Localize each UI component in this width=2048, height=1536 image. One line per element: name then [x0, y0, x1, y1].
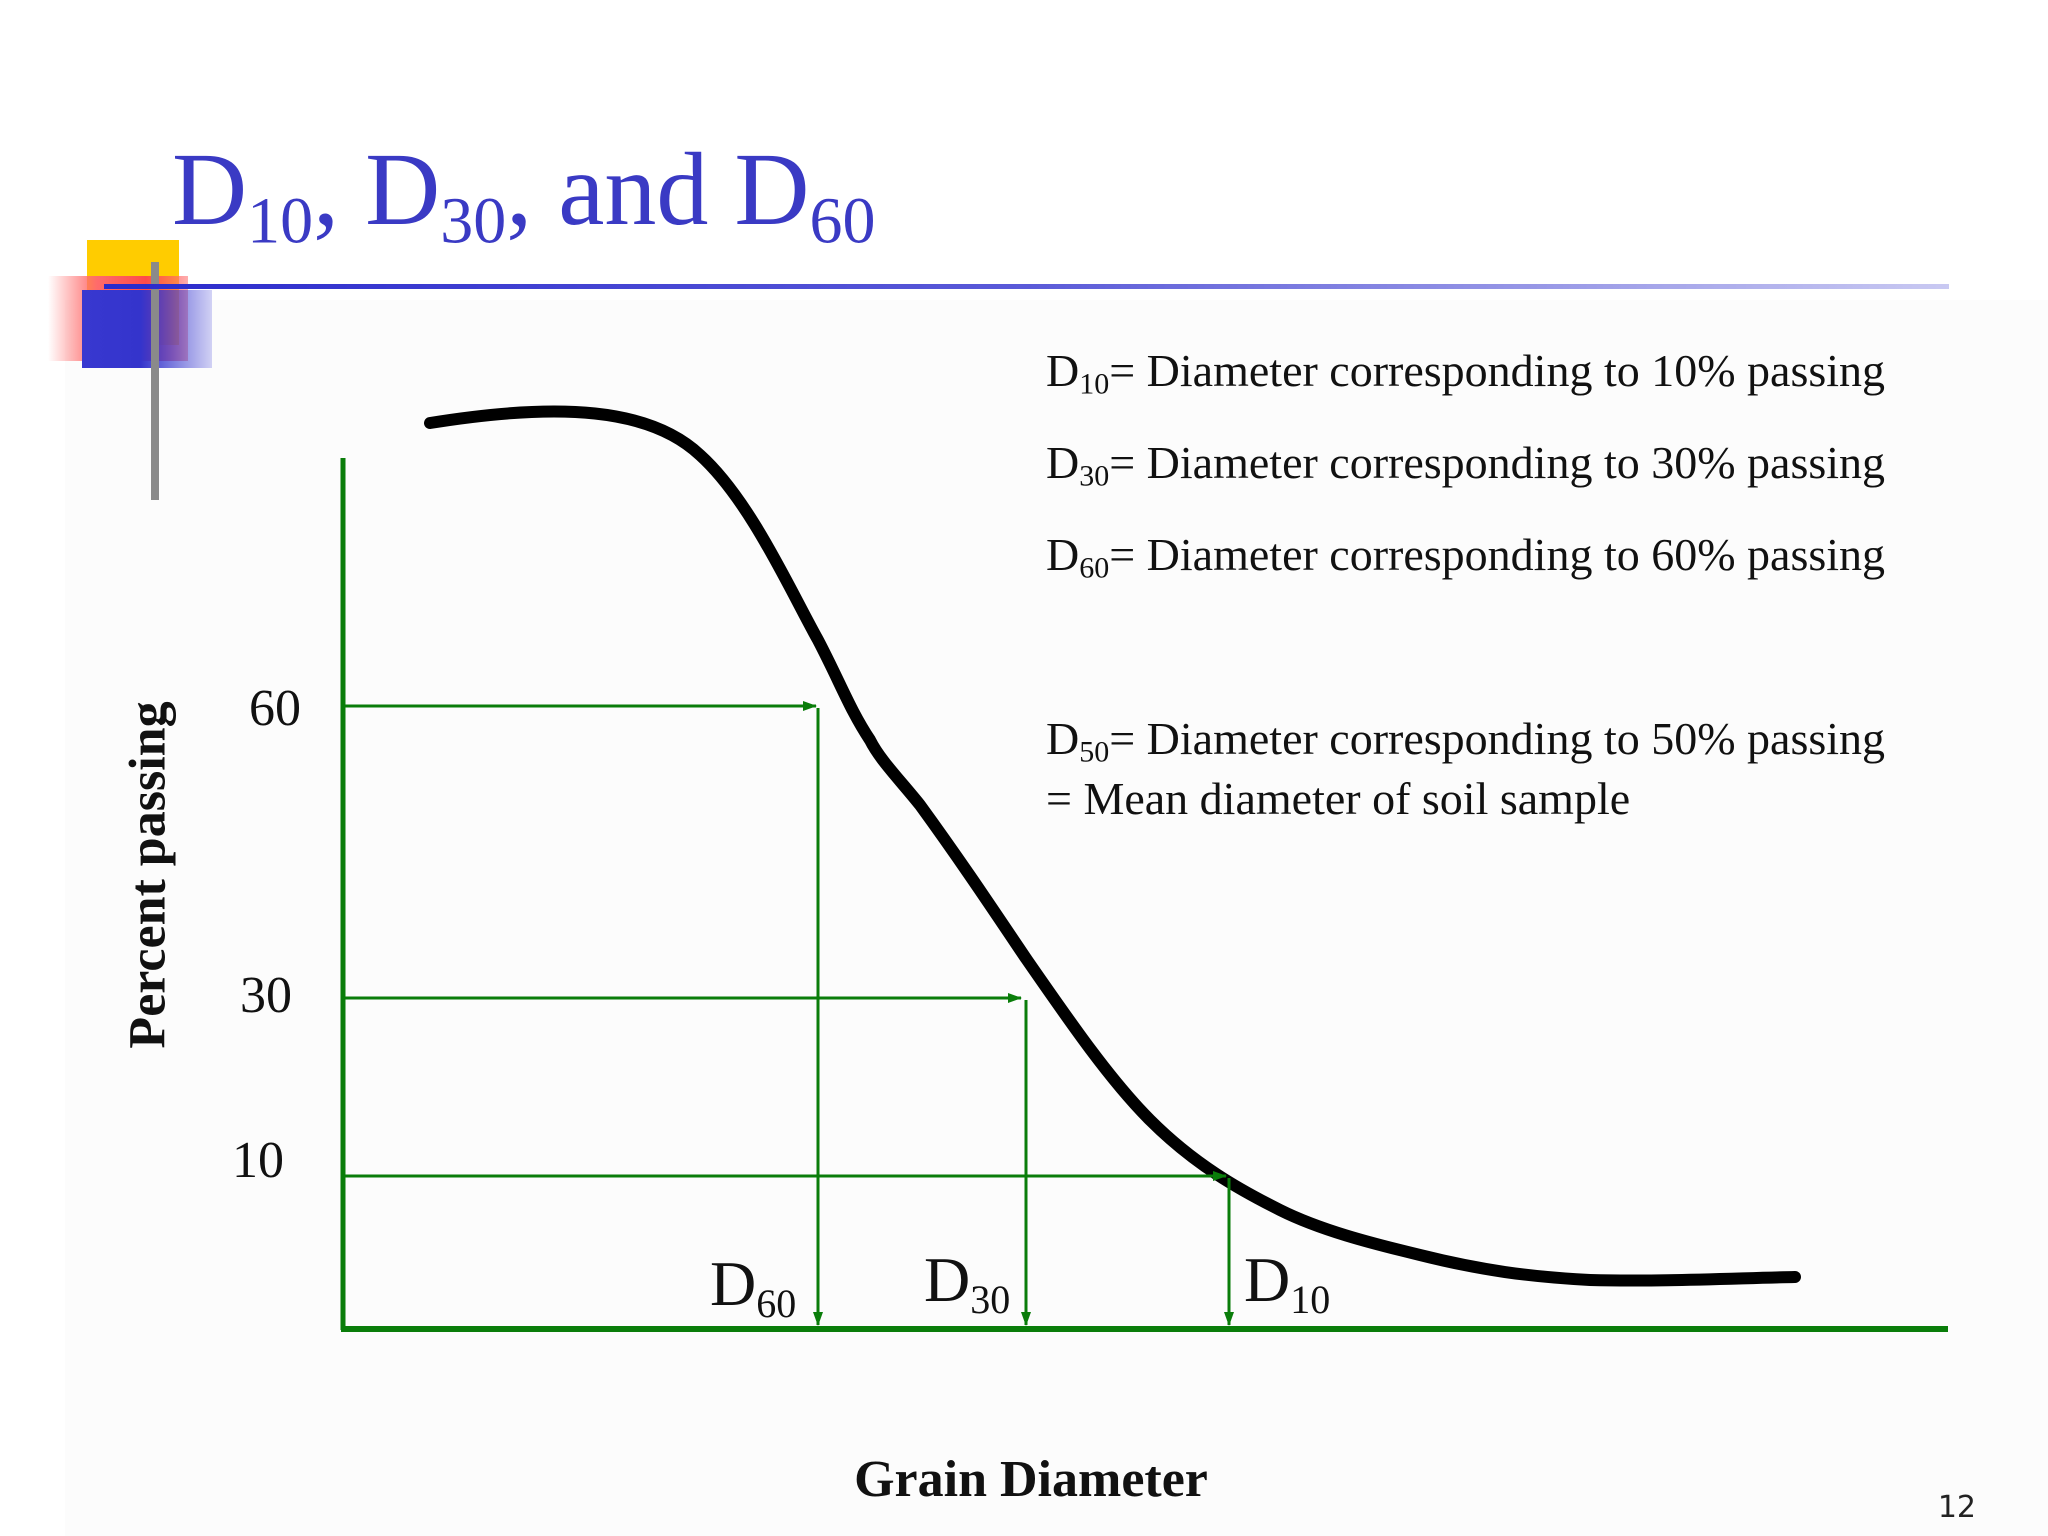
marker-d30: D30	[924, 1248, 1010, 1320]
definition-letter: D	[1046, 345, 1080, 396]
marker-subscript: 10	[1290, 1277, 1331, 1322]
title-sub-10: 10	[247, 184, 314, 258]
slide-title: D10, D30, and D60	[172, 138, 875, 254]
definition-subscript: 50	[1079, 735, 1110, 769]
marker-letter: D	[924, 1244, 971, 1315]
title-sub-60: 60	[809, 184, 876, 258]
title-rule	[104, 284, 1949, 289]
title-text-sep1: , D	[313, 132, 441, 247]
definition-subscript: 60	[1079, 551, 1110, 585]
definition-text: = Diameter corresponding to 10% passing	[1109, 345, 1886, 396]
y-tick-60: 60	[249, 680, 301, 737]
decor-vertical-line	[151, 262, 159, 500]
marker-letter: D	[710, 1248, 757, 1319]
y-axis-label: Percent passing	[119, 701, 177, 1049]
definition-text: = Diameter corresponding to 60% passing	[1109, 529, 1886, 580]
title-sub-30: 30	[440, 184, 507, 258]
title-text-sep2: , and D	[506, 132, 810, 247]
marker-subscript: 60	[756, 1281, 797, 1326]
definition-letter: D	[1046, 437, 1080, 488]
definition-d10: D10= Diameter corresponding to 10% passi…	[1046, 345, 1886, 401]
slide-number: 12	[1937, 1490, 1976, 1525]
definition-letter: D	[1046, 529, 1080, 580]
definition-d60: D60= Diameter corresponding to 60% passi…	[1046, 529, 1886, 585]
y-tick-30: 30	[240, 967, 292, 1024]
marker-d10: D10	[1244, 1248, 1330, 1320]
definition-d30: D30= Diameter corresponding to 30% passi…	[1046, 437, 1886, 493]
x-axis-label: Grain Diameter	[854, 1451, 1208, 1508]
definition-subscript: 10	[1079, 367, 1110, 401]
definition-letter: D	[1046, 713, 1080, 764]
decor-blue-bar	[82, 290, 212, 368]
marker-letter: D	[1244, 1244, 1291, 1315]
marker-d60: D60	[710, 1252, 796, 1324]
definition-d50-mean: = Mean diameter of soil sample	[1046, 773, 1631, 824]
definition-d50: D50= Diameter corresponding to 50% passi…	[1046, 713, 1886, 769]
y-tick-10: 10	[232, 1132, 284, 1189]
definition-subscript: 30	[1079, 459, 1110, 493]
marker-subscript: 30	[970, 1277, 1011, 1322]
title-text-d: D	[172, 132, 248, 247]
definition-text: = Diameter corresponding to 30% passing	[1109, 437, 1886, 488]
definition-text: = Diameter corresponding to 50% passing	[1109, 713, 1886, 764]
gradation-curve	[424, 405, 1801, 1287]
